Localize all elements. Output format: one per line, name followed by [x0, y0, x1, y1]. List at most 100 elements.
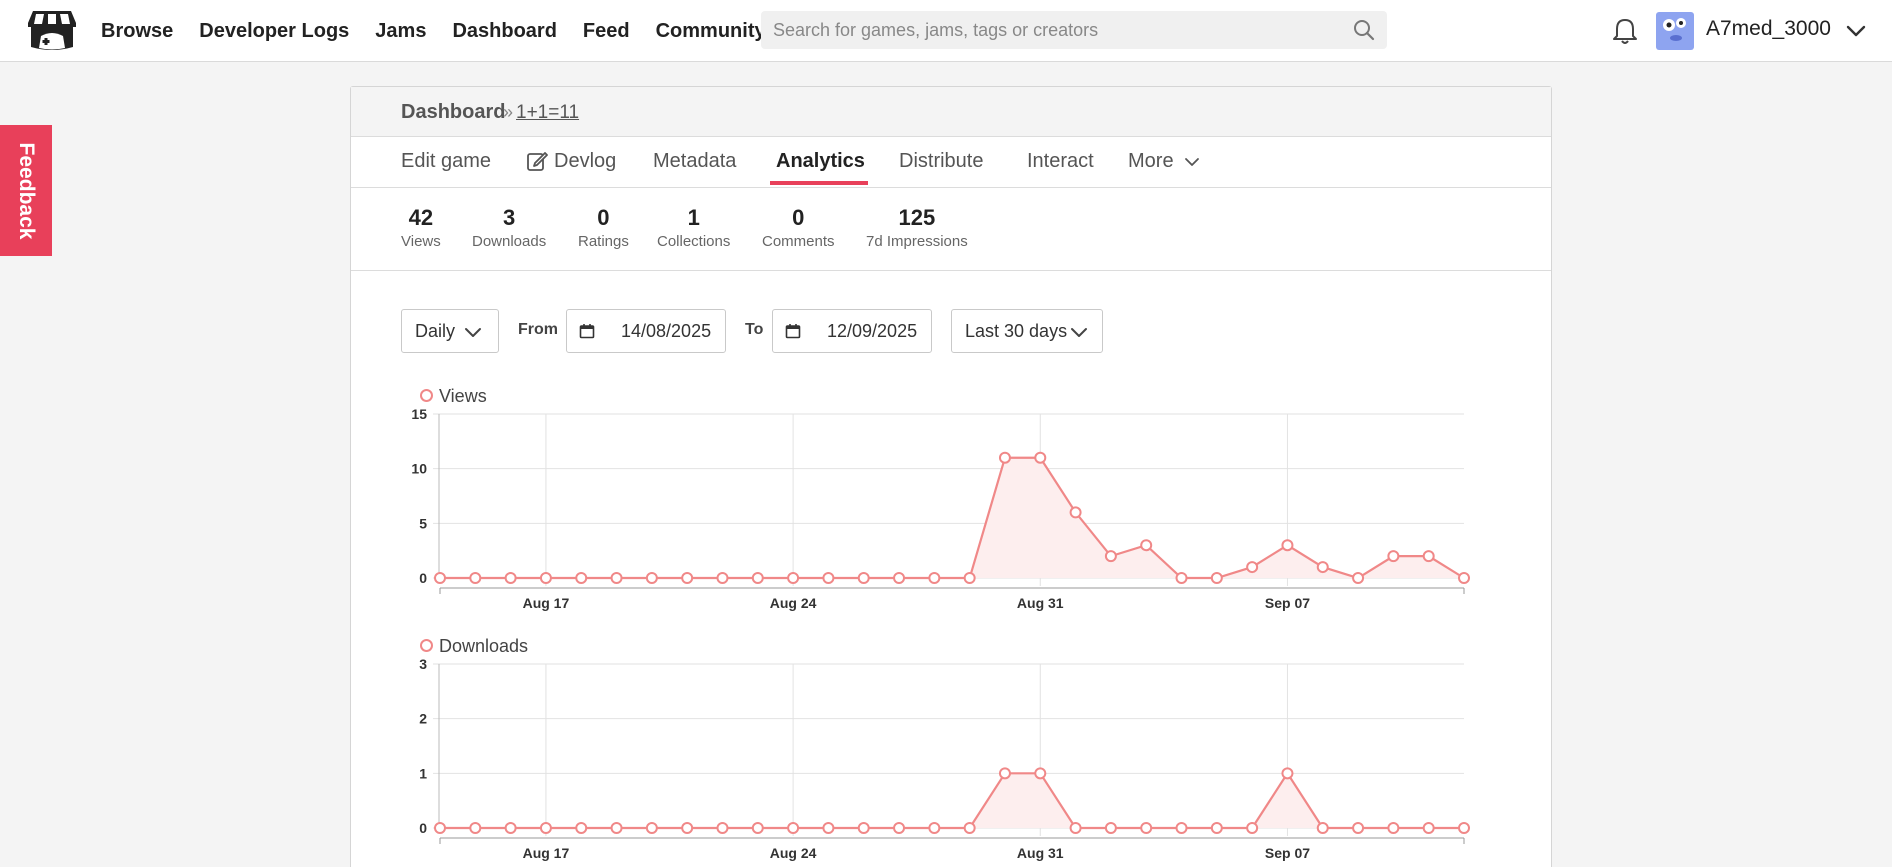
calendar-icon[interactable] [785, 323, 801, 339]
data-point [1104, 822, 1117, 834]
username-label[interactable]: A7med_3000 [1706, 17, 1831, 40]
search-input[interactable] [761, 11, 1341, 49]
search-box [761, 11, 1387, 49]
x-tick-label: Aug 24 [770, 595, 817, 611]
data-point [504, 572, 517, 584]
feedback-label: Feedback [15, 142, 38, 239]
data-point [610, 822, 623, 834]
data-point [893, 572, 906, 584]
interval-select[interactable]: Daily [401, 309, 499, 353]
range-select[interactable]: Last 30 days [951, 309, 1103, 353]
series-area [440, 773, 1464, 828]
range-value: Last 30 days [965, 321, 1068, 341]
tab-edit-game[interactable]: Edit game [401, 150, 492, 172]
data-point [822, 822, 835, 834]
nav-developer-logs[interactable]: Developer Logs [199, 19, 350, 42]
data-point [998, 451, 1011, 464]
tab-devlog[interactable]: Devlog [554, 150, 617, 172]
data-point [681, 572, 694, 584]
stat-collections: 1 Collections [657, 205, 730, 250]
tab-more[interactable]: More [1128, 150, 1174, 172]
data-point [751, 822, 764, 834]
y-tick-label: 15 [411, 406, 427, 422]
nav-jams[interactable]: Jams [375, 19, 427, 42]
top-navigation-bar: Browse Developer Logs Jams Dashboard Fee… [0, 0, 1892, 62]
from-date-input[interactable]: 14/08/2025 [566, 309, 726, 353]
data-point [716, 572, 729, 584]
data-point [1387, 822, 1400, 834]
chevron-down-icon [465, 328, 481, 337]
downloads-chart: 0 1 2 3 Aug 17 Aug 24 Aug 31 Sep 07 [419, 656, 1470, 861]
x-tick-label: Sep 07 [1265, 845, 1310, 861]
x-tick-label: Aug 31 [1017, 845, 1064, 861]
to-date-value: 12/09/2025 [827, 321, 918, 341]
data-point [434, 822, 446, 834]
stat-label: Ratings [578, 233, 629, 250]
y-tick-label: 2 [419, 711, 427, 727]
data-point [1246, 561, 1259, 574]
feedback-tab[interactable]: Feedback [0, 125, 52, 256]
stat-comments: 0 Comments [762, 205, 835, 250]
x-tick-label: Aug 17 [523, 845, 570, 861]
x-tick-label: Aug 24 [770, 845, 817, 861]
x-tick-label: Aug 31 [1017, 595, 1064, 611]
data-point [1458, 572, 1470, 584]
views-chart-title: Views [439, 386, 487, 406]
data-point [1458, 822, 1470, 834]
notifications-bell-icon[interactable] [1612, 17, 1638, 45]
nav-browse[interactable]: Browse [101, 19, 174, 42]
x-tick-label: Sep 07 [1265, 595, 1310, 611]
nav-community[interactable]: Community [655, 19, 766, 42]
data-point [963, 822, 976, 834]
data-point [1422, 822, 1435, 834]
views-legend-marker [420, 389, 433, 402]
data-point [1069, 506, 1082, 519]
data-point [539, 572, 552, 584]
active-tab-indicator [770, 181, 868, 185]
stat-label: Comments [762, 233, 835, 250]
stat-downloads: 3 Downloads [472, 205, 546, 250]
tab-distribute[interactable]: Distribute [899, 150, 984, 172]
data-point [1281, 767, 1294, 780]
data-point [1246, 822, 1259, 834]
stat-label: Collections [657, 233, 731, 250]
search-icon[interactable] [1353, 19, 1375, 41]
chevron-down-icon[interactable] [1184, 154, 1200, 170]
data-point [857, 822, 870, 834]
x-tick-label: Aug 17 [523, 595, 570, 611]
breadcrumb-dashboard-link[interactable]: Dashboard [401, 101, 506, 123]
nav-dashboard[interactable]: Dashboard [452, 19, 557, 42]
breadcrumb-project-link[interactable]: 1+1=11 [516, 102, 580, 123]
nav-feed[interactable]: Feed [582, 19, 630, 42]
main-nav: Browse Developer Logs Jams Dashboard Fee… [101, 0, 792, 62]
itch-logo-icon[interactable] [27, 7, 77, 53]
data-point [610, 572, 623, 584]
to-date-input[interactable]: 12/09/2025 [772, 309, 932, 353]
stat-label: Views [401, 233, 441, 250]
stat-value: 125 [898, 205, 936, 230]
data-point [963, 572, 976, 584]
stat-value: 1 [687, 205, 700, 230]
stat-label: Downloads [472, 233, 547, 250]
avatar[interactable] [1656, 12, 1694, 50]
data-point [1140, 822, 1153, 834]
chevron-down-icon[interactable] [1845, 20, 1867, 42]
calendar-icon[interactable] [579, 323, 595, 339]
stats-bar: 42 Views 3 Downloads 0 Ratings 1 Collect… [351, 189, 1551, 271]
data-point [893, 822, 906, 834]
tab-metadata[interactable]: Metadata [653, 150, 737, 172]
data-point [1210, 572, 1223, 584]
stat-value: 0 [597, 205, 610, 230]
tab-interact[interactable]: Interact [1027, 150, 1094, 172]
downloads-legend-marker [420, 639, 433, 652]
tab-analytics[interactable]: Analytics [776, 150, 865, 172]
data-point [1281, 539, 1294, 552]
pencil-edit-icon [527, 152, 548, 171]
data-point [1210, 822, 1223, 834]
data-point [575, 822, 588, 834]
stat-value: 0 [792, 205, 805, 230]
data-point [469, 572, 482, 584]
stat-ratings: 0 Ratings [578, 205, 629, 250]
data-point [822, 572, 835, 584]
data-point [787, 572, 800, 584]
